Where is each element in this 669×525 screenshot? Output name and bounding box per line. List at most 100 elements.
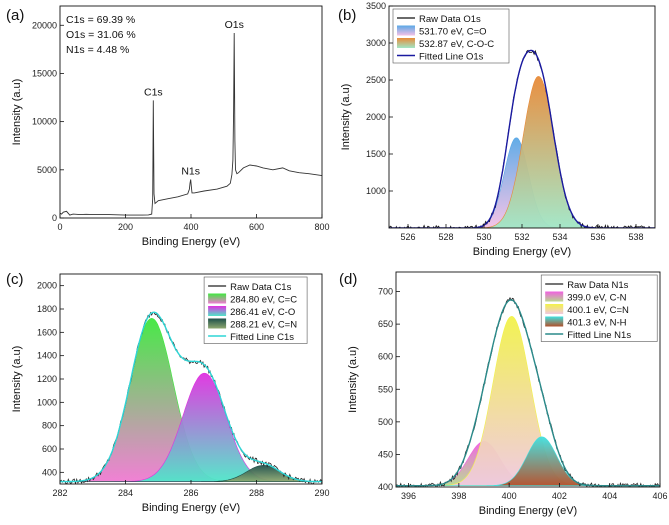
survey-spectrum-line [60, 32, 322, 216]
x-tick-label: 0 [57, 222, 62, 232]
y-tick-label: 2500 [366, 75, 386, 85]
fitted-line [60, 311, 322, 483]
legend-swatch-peak [545, 316, 564, 327]
x-tick-label: 600 [249, 222, 264, 232]
y-tick-label: 20000 [32, 20, 57, 30]
y-tick-label: 15000 [32, 68, 57, 78]
legend-label: 284.80 eV, C=C [230, 295, 297, 306]
x-tick-label: 406 [652, 491, 667, 501]
y-tick-label: 1800 [37, 304, 57, 314]
y-tick-label: 700 [378, 287, 393, 297]
x-tick-label: 530 [476, 232, 491, 242]
x-tick-label: 200 [118, 222, 133, 232]
peak-label-o1s: O1s [225, 19, 244, 31]
x-axis-title: Binding Energy (eV) [479, 505, 577, 517]
x-tick-label: 532 [514, 232, 529, 242]
y-tick-label: 10000 [32, 117, 57, 127]
legend-label: 532.87 eV, C-O-C [419, 39, 494, 50]
x-tick-label: 290 [314, 488, 329, 498]
legend-swatch-peak [397, 25, 415, 36]
legend-label: 401.3 eV, N-H [567, 318, 626, 329]
y-tick-label: 5000 [37, 165, 57, 175]
legend-swatch-peak [545, 304, 564, 314]
y-axis-title: Intensity (a.u) [11, 79, 23, 146]
x-tick-label: 286 [183, 488, 198, 498]
y-tick-label: 1000 [366, 186, 386, 196]
y-tick-label: 400 [42, 467, 57, 477]
y-tick-label: 600 [42, 444, 57, 454]
panel-label-c: (c) [6, 271, 24, 288]
y-tick-label: 1600 [37, 327, 57, 337]
y-axis-title: Intensity (a.u) [340, 84, 352, 151]
y-tick-label: 450 [378, 449, 393, 459]
x-tick-label: 534 [552, 232, 567, 242]
y-tick-label: 2000 [37, 281, 57, 291]
y-tick-label: 2000 [366, 112, 386, 122]
fit-peak-1 [389, 76, 655, 228]
x-tick-label: 400 [502, 491, 517, 501]
y-axis-title: Intensity (a.u) [347, 346, 359, 413]
peak-label-c1s: C1s [144, 86, 163, 98]
legend-label: Raw Data C1s [230, 282, 291, 293]
y-tick-label: 500 [378, 417, 393, 427]
y-axis-title: Intensity (a.u) [11, 346, 23, 413]
plot-area-d [396, 296, 660, 487]
y-tick-label: 650 [378, 319, 393, 329]
axes-frame [395, 271, 661, 488]
plot-area-b [389, 49, 655, 228]
y-tick-label: 1400 [37, 351, 57, 361]
legend-label: 286.41 eV, C-O [230, 307, 295, 318]
x-tick-label: 284 [118, 488, 133, 498]
x-tick-label: 538 [628, 232, 643, 242]
plot-area-c [60, 311, 322, 484]
y-tick-label: 800 [42, 421, 57, 431]
y-tick-label: 400 [378, 482, 393, 492]
legend-swatch-peak [545, 291, 564, 302]
composition-text: O1s = 31.06 % [66, 29, 136, 41]
legend-swatch-peak [397, 38, 415, 48]
x-tick-label: 282 [52, 488, 67, 498]
panel-label-b: (b) [338, 7, 356, 24]
y-tick-label: 600 [378, 352, 393, 362]
x-axis-title: Binding Energy (eV) [142, 502, 240, 514]
y-tick-label: 3500 [366, 1, 386, 11]
y-tick-label: 1000 [37, 397, 57, 407]
x-tick-label: 800 [314, 222, 329, 232]
x-tick-label: 536 [590, 232, 605, 242]
legend-label: Raw Data N1s [567, 280, 628, 291]
x-tick-label: 400 [183, 222, 198, 232]
y-tick-label: 1500 [366, 149, 386, 159]
legend-label: 531.70 eV, C=O [419, 27, 487, 38]
x-axis-title: Binding Energy (eV) [142, 236, 240, 248]
x-tick-label: 396 [401, 491, 416, 501]
x-axis-title: Binding Energy (eV) [473, 246, 571, 258]
legend-label: 288.21 eV, C=N [230, 320, 297, 331]
y-tick-label: 3000 [366, 38, 386, 48]
x-tick-label: 402 [552, 491, 567, 501]
legend-label: Fitted Line O1s [419, 52, 484, 63]
legend-label: 399.0 eV, C-N [567, 293, 626, 304]
composition-text: N1s = 4.48 % [66, 44, 129, 56]
y-tick-label: 0 [52, 213, 57, 223]
x-tick-label: 404 [602, 491, 617, 501]
x-tick-label: 528 [438, 232, 453, 242]
composition-text: C1s = 69.39 % [66, 14, 135, 26]
peak-label-n1s: N1s [181, 165, 200, 177]
legend-label: 400.1 eV, C=N [567, 305, 629, 316]
panel-label-d: (d) [339, 271, 357, 288]
y-tick-label: 550 [378, 384, 393, 394]
chart-panel-a: C1s N1s O1s C1s = 69.39 % O1s = 31.06 % N1s =… [6, 5, 330, 248]
legend-label: Fitted Line C1s [230, 332, 294, 343]
legend-label: Raw Data O1s [419, 14, 481, 25]
x-tick-label: 288 [249, 488, 264, 498]
x-tick-label: 398 [451, 491, 466, 501]
legend-swatch-peak [208, 306, 227, 316]
fitted-line [389, 49, 655, 228]
